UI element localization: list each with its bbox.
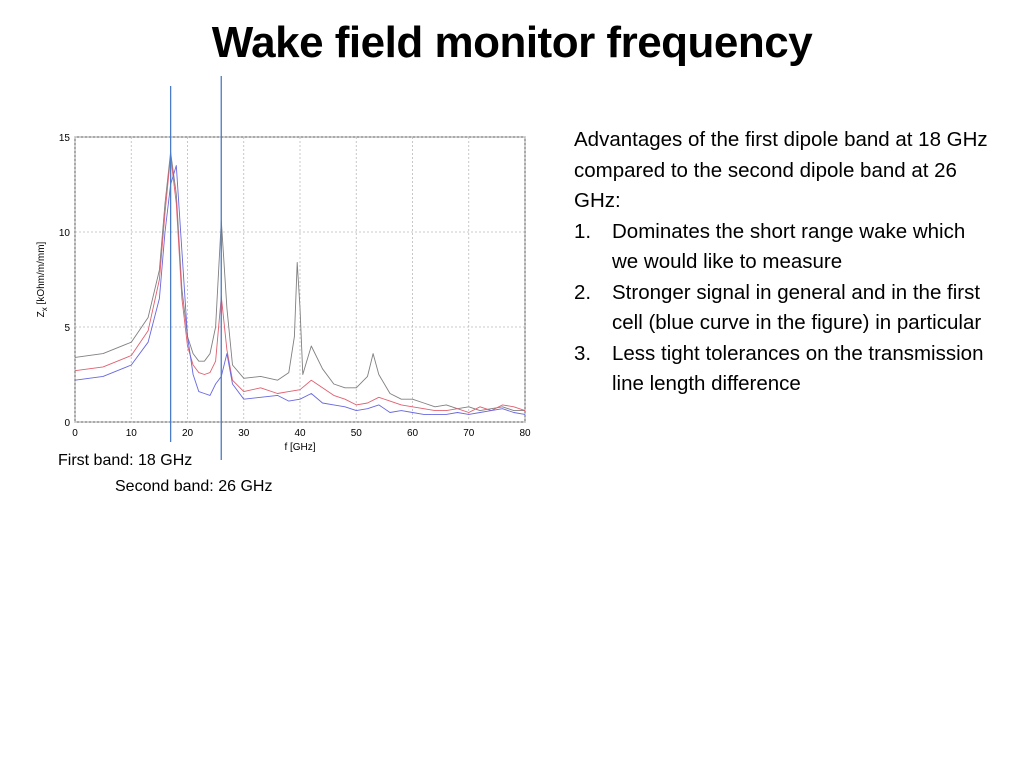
slide-title: Wake field monitor frequency: [211, 18, 813, 67]
first-band-label: First band: 18 GHz: [58, 452, 193, 469]
x-tick-label: 0: [72, 428, 78, 439]
advantage-text: Less tight tolerances on the transmissio…: [612, 341, 984, 396]
x-tick-label: 40: [294, 428, 306, 439]
x-axis-label: f [GHz]: [284, 442, 315, 453]
x-tick-label: 70: [463, 428, 475, 439]
x-tick-label: 50: [351, 428, 363, 439]
second-band-label: Second band: 26 GHz: [115, 478, 273, 495]
x-tick-label: 60: [407, 428, 419, 439]
y-axis-label: Zx [kOhm/m/mm]: [36, 241, 49, 317]
advantage-item-2: 2. Stronger signal in general and in the …: [574, 278, 994, 339]
advantage-number: 3.: [574, 341, 592, 365]
advantages-list: 1. Dominates the short range wake which w…: [574, 217, 994, 400]
advantage-number: 1.: [574, 219, 592, 243]
y-tick-label: 0: [64, 418, 70, 429]
y-tick-label: 5: [64, 323, 70, 334]
advantage-text: Dominates the short range wake which we …: [612, 219, 966, 274]
x-tick-label: 10: [126, 428, 138, 439]
x-tick-label: 80: [519, 428, 531, 439]
y-tick-label: 10: [59, 228, 71, 239]
advantage-item-1: 1. Dominates the short range wake which w…: [574, 217, 994, 278]
y-tick-label: 15: [59, 133, 71, 144]
x-tick-label: 20: [182, 428, 194, 439]
impedance-chart: 0 10 20 30 40 50 60 70 80 0 5 10 15 f [GHz] Zx [kOhm/m…: [36, 76, 531, 460]
x-tick-label: 30: [238, 428, 250, 439]
series-line-3: [74, 165, 526, 415]
advantages-text: Advantages of the first dipole band at 1…: [574, 125, 994, 400]
plot-frame: [74, 136, 526, 423]
advantage-item-3: 3. Less tight tolerances on the transmiss…: [574, 339, 994, 400]
advantages-intro: Advantages of the first dipole band at 1…: [574, 128, 988, 212]
advantage-text: Stronger signal in general and in the fi…: [612, 280, 982, 335]
series-line-2: [74, 155, 526, 413]
series-line-1: [74, 151, 525, 412]
advantage-number: 2.: [574, 280, 592, 304]
